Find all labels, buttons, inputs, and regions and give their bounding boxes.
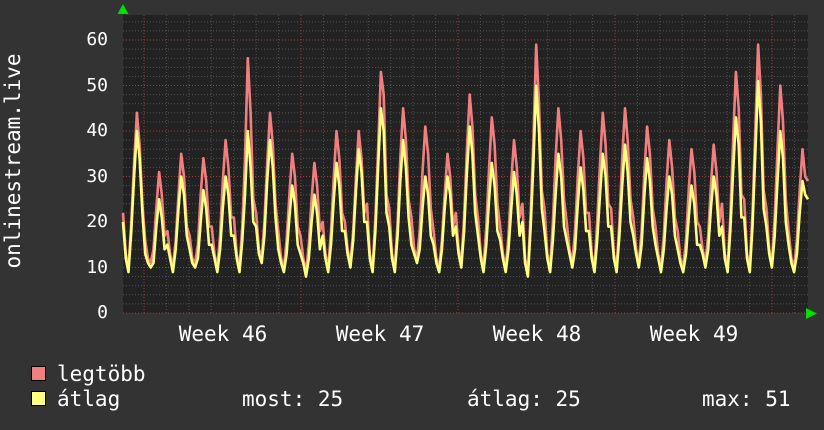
- x-tick-label: Week 46: [178, 322, 268, 346]
- y-tick-label: 20: [86, 211, 108, 232]
- y-axis-arrow-icon: [117, 4, 129, 14]
- legend-swatch-legtobb-icon: [31, 366, 46, 381]
- summary-most: most: 25: [242, 387, 344, 411]
- y-tick-label: 40: [86, 120, 108, 141]
- y-tick-label: 0: [97, 302, 108, 323]
- series-line-atlag: [121, 79, 810, 278]
- legend-label-legtobb: legtöbb: [57, 362, 146, 386]
- x-tick-label: Week 49: [649, 322, 739, 346]
- legend-label-atlag: átlag: [57, 387, 121, 411]
- y-tick-label: 50: [86, 75, 108, 96]
- chart-vertical-title: onlinestream.live: [1, 53, 25, 269]
- y-tick-label: 30: [86, 166, 108, 187]
- y-tick-label: 60: [86, 29, 108, 50]
- y-tick-label: 10: [86, 257, 108, 278]
- x-tick-label: Week 47: [335, 322, 425, 346]
- legend-swatch-atlag-icon: [31, 391, 46, 406]
- summary-atlag: átlag: 25: [467, 387, 581, 411]
- x-tick-label: Week 48: [492, 322, 582, 346]
- summary-max: max: 51: [702, 387, 791, 411]
- x-axis-arrow-icon: [806, 308, 817, 319]
